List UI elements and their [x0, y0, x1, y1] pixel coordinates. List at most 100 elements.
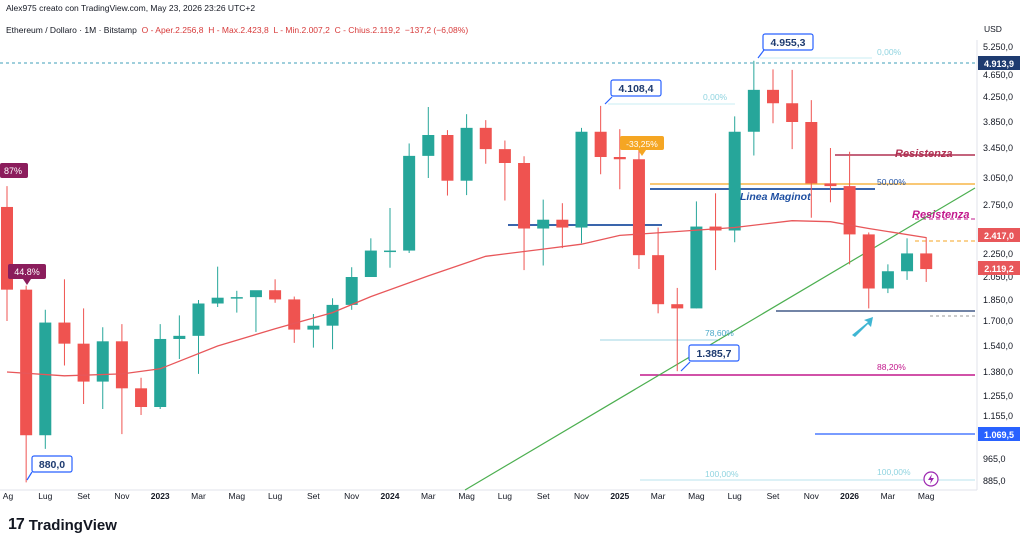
time-axis-label: Mag [229, 491, 246, 501]
candle-body [307, 325, 320, 330]
candle-body [460, 127, 473, 181]
time-axis-label: Lug [498, 491, 512, 501]
pct-label-purple-top: 87% [4, 166, 22, 176]
candle-body [39, 322, 52, 436]
price-axis-tick: 4.650,0 [983, 70, 1013, 80]
symbol-title[interactable]: Ethereum / Dollaro · 1M · Bitstamp [6, 25, 137, 35]
price-axis-tick: 1.380,0 [983, 367, 1013, 377]
candle-body [403, 155, 416, 251]
candle-body [498, 149, 511, 163]
axis-badge-label: 4.913,9 [984, 59, 1014, 69]
candle-body [728, 131, 741, 231]
price-axis-tick: 5.250,0 [983, 42, 1013, 52]
time-axis-label: Mar [881, 491, 896, 501]
candle-body [96, 341, 109, 382]
high-value: H - Max.2.423,8 [208, 25, 269, 35]
pct-box-purple-pointer [23, 279, 31, 285]
time-axis-label: Mar [421, 491, 436, 501]
candle-body [594, 131, 607, 157]
candle-body [422, 135, 435, 156]
candle-body [249, 290, 262, 298]
candle-body [345, 277, 358, 305]
change-value: −137,2 (−6,08%) [404, 25, 469, 35]
price-label-1385-box [688, 344, 740, 362]
lightning-bolt-icon [928, 474, 934, 484]
pct-label-purple: 44.8% [14, 267, 40, 277]
candle-body [537, 219, 550, 229]
candle-body [901, 253, 914, 272]
time-axis-label: Ag [3, 491, 14, 501]
candle-body [767, 89, 779, 104]
candle-body [652, 255, 665, 305]
candle-body [384, 250, 396, 253]
resistance-label: Resistenza [895, 148, 952, 160]
time-axis-label: Nov [114, 491, 130, 501]
label-pointer [26, 471, 33, 481]
candle-body [269, 290, 282, 300]
price-axis-tick: 1.850,0 [983, 295, 1013, 305]
candle-body [575, 131, 588, 228]
candle-body [862, 234, 875, 289]
fib-88-label: 88,20% [877, 362, 906, 372]
price-label-880: 880,0 [39, 459, 65, 471]
price-axis-tick: 2.050,0 [983, 272, 1013, 282]
candle-body [671, 304, 684, 309]
tradingview-logo-icon: 17 [8, 516, 25, 533]
label-pointer [757, 49, 765, 59]
candle-body [805, 122, 818, 184]
time-axis-label: Mag [458, 491, 475, 501]
fib-100-label: 100,00% [705, 469, 739, 479]
candle-body [115, 341, 128, 389]
time-axis-label: Nov [804, 491, 820, 501]
fib-0-label: 0,00% [877, 47, 902, 57]
time-axis-label: Lug [728, 491, 742, 501]
tradingview-brand[interactable]: 17 TradingView [8, 516, 117, 534]
price-axis-tick: 1.700,0 [983, 316, 1013, 326]
price-label-4955-box [762, 33, 814, 51]
price-label-4108: 4.108,4 [618, 83, 653, 95]
time-axis-label: Lug [38, 491, 52, 501]
time-axis-label: Nov [574, 491, 590, 501]
candle-body [786, 103, 799, 122]
pct-box-orange [620, 136, 664, 150]
candle-body [154, 338, 167, 407]
time-axis-label: Mar [191, 491, 206, 501]
time-axis-label: Set [767, 491, 780, 501]
label-pointer [604, 96, 613, 105]
time-axis-label: 2024 [381, 491, 400, 501]
time-axis-label: 2025 [610, 491, 629, 501]
resistance-2-label: Resistenza [912, 209, 969, 221]
low-value: L - Min.2.007,2 [273, 25, 330, 35]
attribution-text: Alex975 creato con TradingView.com, May … [6, 3, 256, 13]
uptrend-line [464, 187, 976, 491]
candle-body [173, 335, 186, 339]
axis-badge [978, 228, 1020, 242]
price-label-1385: 1.385,7 [696, 348, 731, 360]
axis-badge-label: 1.069,5 [984, 430, 1014, 440]
pct-box-purple-top [0, 163, 28, 178]
time-axis-label: Set [77, 491, 90, 501]
currency-label[interactable]: USD [984, 24, 1002, 34]
open-value: O - Aper.2.256,8 [141, 25, 204, 35]
candle-body [364, 250, 377, 277]
time-axis-label: Set [537, 491, 550, 501]
price-axis-tick: 1.255,0 [983, 391, 1013, 401]
maginot-label: Linea Maginot [740, 191, 811, 203]
moving-average-line [6, 220, 927, 377]
time-axis-label: Nov [344, 491, 360, 501]
pct-box-purple [8, 264, 46, 279]
tradingview-name: TradingView [28, 516, 117, 534]
price-axis-tick: 3.050,0 [983, 173, 1013, 183]
candle-body [20, 289, 33, 436]
price-axis-tick: 4.250,0 [983, 92, 1013, 102]
close-value: C - Chius.2.119,2 [334, 25, 401, 35]
axis-badge [978, 261, 1020, 275]
time-axis-label: 2026 [840, 491, 859, 501]
fib-786-label: 78,60% [705, 328, 734, 338]
time-axis-label: Mar [651, 491, 666, 501]
candle-body [326, 304, 339, 326]
candle-body [441, 135, 454, 181]
candle-body [58, 322, 71, 344]
axis-badge-label: 2.417,0 [984, 231, 1014, 241]
